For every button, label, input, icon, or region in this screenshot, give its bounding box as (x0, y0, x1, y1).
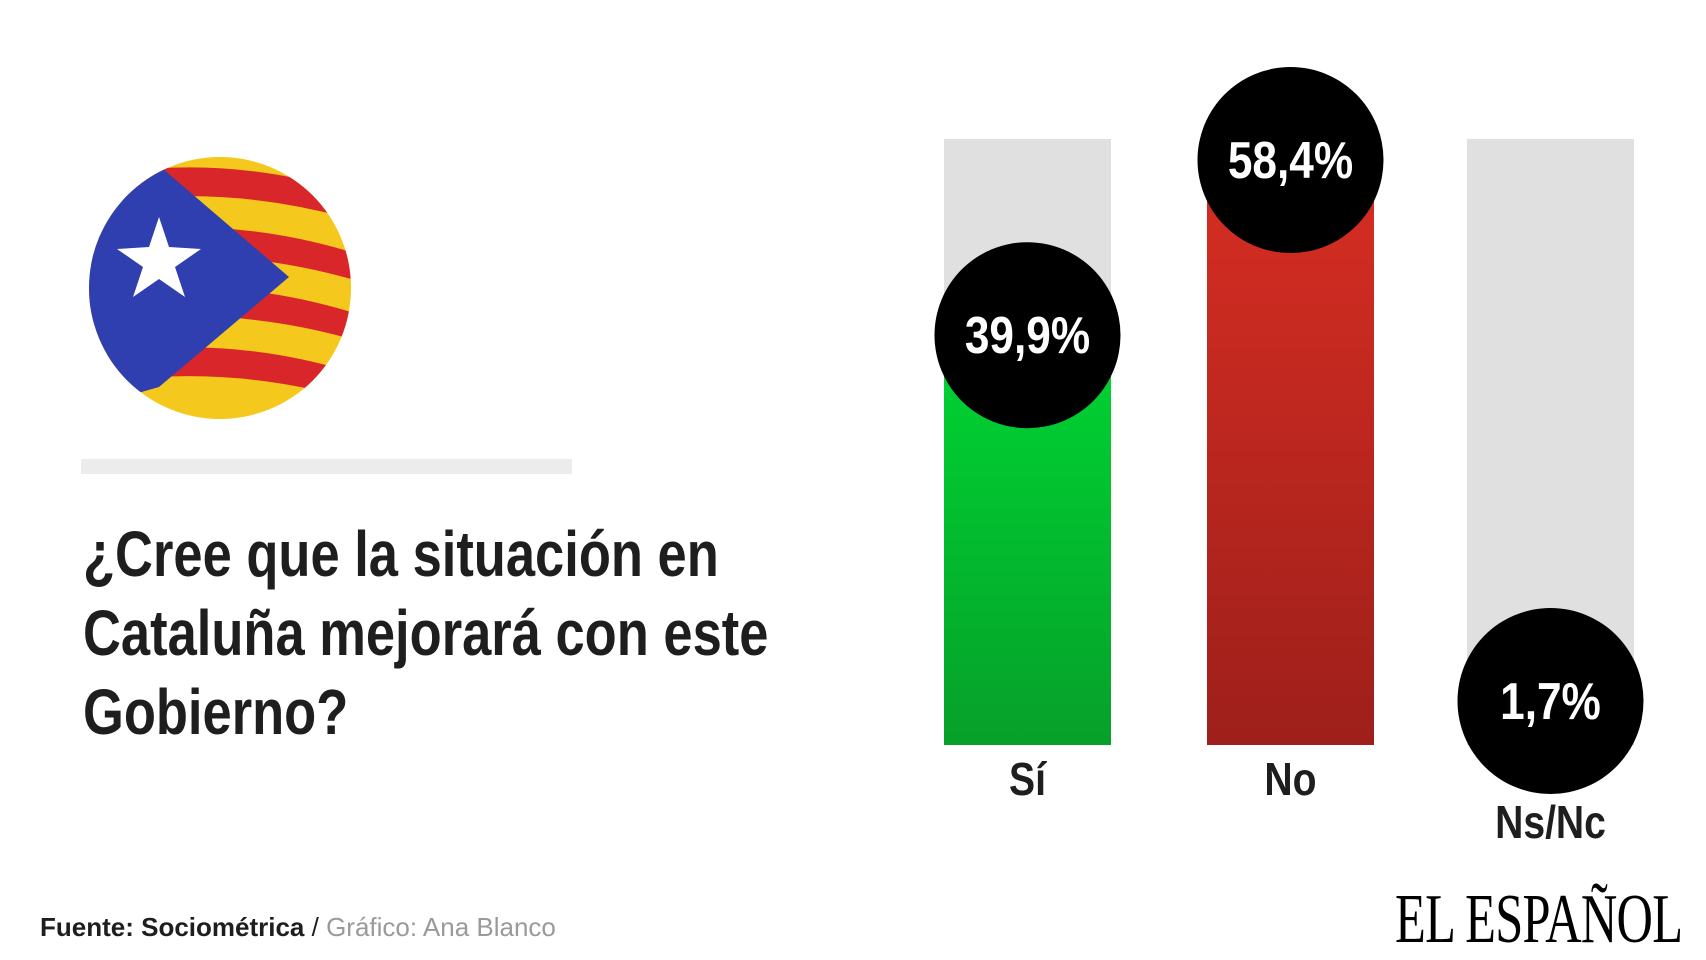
value-label: 58,4% (1228, 132, 1353, 190)
el-espanol-logo: EL ESPAÑOL (1395, 881, 1683, 958)
value-badge (934, 242, 1121, 429)
category-label: Sí (1009, 754, 1047, 806)
source-label: Fuente: Sociométrica (40, 912, 305, 942)
value-badge (1197, 67, 1384, 254)
category-label: No (1264, 754, 1316, 806)
bar-0 (944, 367, 1111, 745)
footer: Fuente: Sociométrica / Gráfico: Ana Blan… (40, 912, 556, 943)
bar-1 (1207, 192, 1374, 745)
title-line: ¿Cree que la situación en (83, 518, 719, 590)
title-line: Cataluña mejorará con este (83, 597, 769, 669)
category-label: Ns/Nc (1495, 797, 1606, 849)
credit-label: Gráfico: Ana Blanco (326, 912, 556, 942)
value-badge (1457, 608, 1644, 794)
separator: / (304, 912, 327, 942)
divider (81, 459, 572, 474)
value-label: 39,9% (965, 307, 1090, 365)
chart-title: ¿Cree que la situación en Cataluña mejor… (83, 515, 821, 752)
value-label: 1,7% (1500, 673, 1601, 731)
title-line: Gobierno? (83, 676, 349, 748)
catalan-estelada-flag-image (89, 157, 351, 419)
